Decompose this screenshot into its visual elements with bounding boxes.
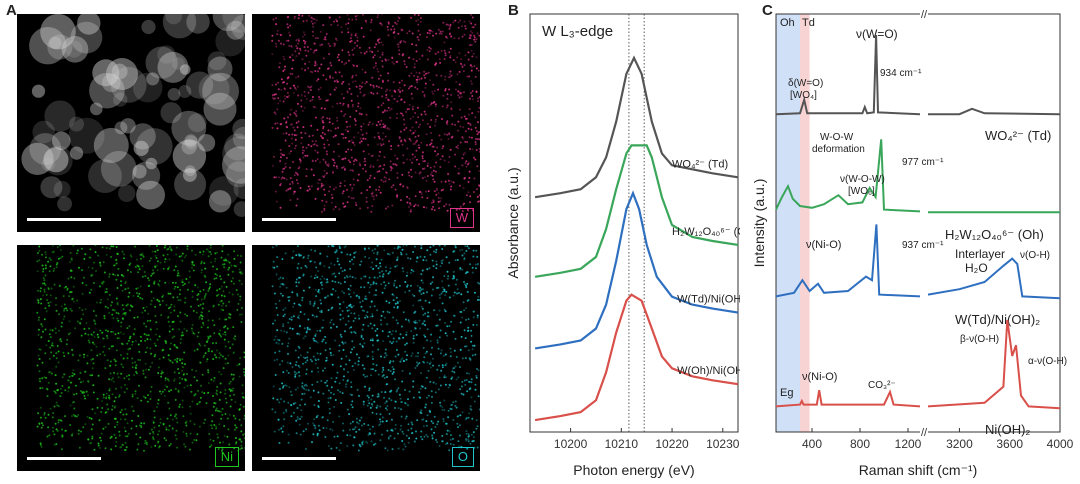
axis-break-mark-top: // (921, 9, 928, 21)
annotation-w-o-w: W-O-W (820, 132, 854, 143)
annotation-td: Td (802, 17, 815, 29)
axis-break-gap (920, 12, 928, 434)
annotation-wo4: [WO₄] (790, 90, 817, 101)
x-tick-label: 10200 (554, 437, 588, 451)
x-tick-label: 4000 (1047, 437, 1074, 451)
annotation-beta-oh: β-ν(O-H) (960, 334, 999, 345)
annotation-nu-nio-red: ν(Ni-O) (802, 371, 837, 383)
element-badge: W (449, 208, 474, 228)
series-line (534, 144, 739, 278)
x-tick-label: 3200 (946, 437, 973, 451)
panel-a-letter: A (6, 2, 17, 19)
x-tick-label: 10220 (655, 437, 689, 451)
annotation-nu-w-o: ν(W=O) (856, 27, 898, 41)
axis-break-mark-bottom: // (921, 427, 928, 439)
x-tick-label: 10210 (605, 437, 639, 451)
panel-b-letter: B (508, 2, 519, 19)
x-tick-label: 10230 (706, 437, 740, 451)
map-texture (271, 245, 480, 452)
scale-bar (27, 218, 101, 221)
series-label: H₂W₁₂O₄₀⁶⁻ (Oh) (672, 226, 740, 238)
eds-map-ni: Ni (17, 245, 245, 471)
x-tick-label: 400 (802, 437, 822, 451)
x-axis-label: Photon energy (eV) (573, 462, 694, 478)
series-label: W(Td)/Ni(OH)₂ (677, 294, 740, 306)
annotation-oh: Oh (780, 17, 795, 29)
series-line (775, 34, 921, 116)
eds-map-w: W (252, 14, 480, 232)
plot-frame (775, 13, 1061, 433)
annotation-peak-937: 937 cm⁻¹ (902, 240, 944, 251)
x-tick-label: 1200 (895, 437, 922, 451)
x-tick-label: 800 (850, 437, 870, 451)
y-axis-label: Absorbance (a.u.) (505, 167, 521, 278)
map-texture (36, 245, 245, 452)
series-label: W(Oh)/Ni(OH)₂ (677, 365, 740, 377)
chart-title: W L₃-edge (542, 23, 613, 40)
annotation-nu-oh: ν(O-H) (1020, 250, 1050, 261)
series-line (927, 257, 1061, 300)
annotation-delta-w-o: δ(W=O) (788, 78, 823, 89)
series-line (927, 319, 1061, 410)
element-badge: Ni (214, 447, 239, 467)
series-label: H₂W₁₂O₄₀⁶⁻ (Oh) (945, 227, 1044, 242)
series-label: Ni(OH)₂ (985, 422, 1030, 437)
annotation-deformation: deformation (812, 144, 865, 155)
annotation-peak-977: 977 cm⁻¹ (902, 157, 944, 168)
scale-bar (262, 218, 336, 221)
series-line (928, 107, 1061, 116)
annotation-interlayer: Interlayer (955, 247, 1005, 261)
series-label: W(Td)/Ni(OH)₂ (955, 312, 1040, 327)
series-label: WO₄²⁻ (Td) (985, 128, 1051, 143)
scale-bar (262, 457, 336, 460)
panel-c-letter: C (762, 2, 773, 19)
series-line (534, 190, 739, 350)
shaded-region (800, 14, 810, 432)
series-line (775, 389, 921, 408)
annotation-nu-wow: ν(W-O-W) (840, 174, 885, 185)
x-tick-label: 3600 (996, 437, 1023, 451)
plot-frame (529, 13, 739, 433)
annotation-h2o: H₂O (965, 261, 988, 275)
series-line (534, 293, 739, 422)
annotation-eg: Eg (780, 387, 793, 399)
shaded-region (776, 14, 800, 432)
map-texture (21, 14, 245, 217)
map-texture (271, 14, 480, 213)
annotation-nu-nio-blue: ν(Ni-O) (806, 239, 841, 251)
series-line (775, 224, 921, 298)
annotation-alpha-oh: α-ν(O-H) (1028, 356, 1067, 367)
annotation-co3: CO₃²⁻ (868, 380, 896, 391)
xanes-chart: 10200 10210 10220 10230 Photon energy (eV) Ab… (505, 13, 740, 478)
element-badge: O (451, 447, 474, 467)
x-axis-label: Raman shift (cm⁻¹) (859, 462, 978, 478)
scale-bar (27, 457, 101, 460)
eds-map-haadf (17, 14, 245, 232)
series-label: WO₄²⁻ (Td) (672, 158, 728, 170)
series-line (775, 139, 921, 213)
raman-chart: // // 400 800 1200 3200 3600 4000 Raman shift (c… (751, 9, 1074, 478)
annotation-wo6: [WO₆] (848, 186, 875, 197)
eds-map-o: O (252, 245, 480, 471)
annotation-peak-934: 934 cm⁻¹ (880, 68, 922, 79)
y-axis-label: Intensity (a.u.) (751, 179, 767, 268)
series-line (534, 55, 739, 199)
